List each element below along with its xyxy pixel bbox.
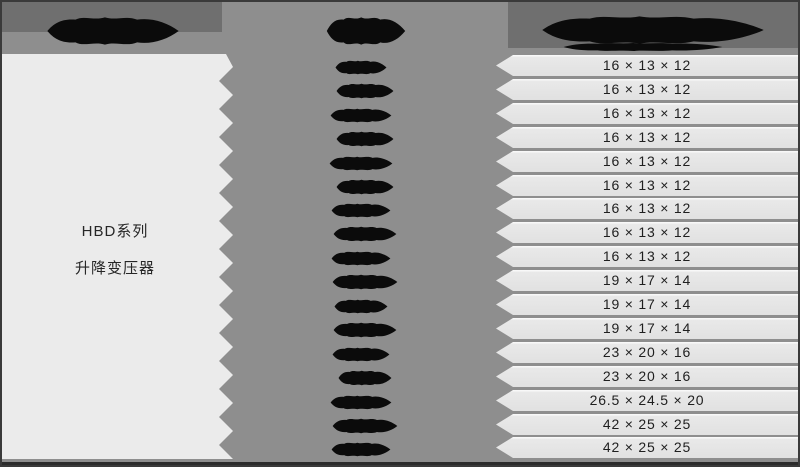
product-cell: HBD系列 升降变压器 (2, 220, 228, 278)
size-row: 16 × 13 × 12 (496, 198, 798, 219)
size-value: 19 × 17 × 14 (602, 320, 692, 336)
size-row: 16 × 13 × 12 (496, 246, 798, 267)
size-row: 19 × 17 × 14 (496, 318, 798, 339)
size-row: 16 × 13 × 12 (496, 79, 798, 100)
redaction-blob (332, 347, 390, 361)
redaction-blob (47, 17, 179, 45)
size-value: 16 × 13 × 12 (602, 105, 692, 121)
redaction-blob (329, 156, 393, 170)
size-row: 16 × 13 × 12 (496, 151, 798, 172)
size-row: 19 × 17 × 14 (496, 294, 798, 315)
size-value: 16 × 13 × 12 (602, 177, 692, 193)
product-series-label: HBD系列 (81, 223, 149, 240)
size-value: 16 × 13 × 12 (602, 57, 692, 73)
size-value: 16 × 13 × 12 (602, 81, 692, 97)
size-row: 23 × 20 × 16 (496, 366, 798, 387)
size-row: 16 × 13 × 12 (496, 175, 798, 196)
size-row: 16 × 13 × 12 (496, 55, 798, 76)
size-value: 16 × 13 × 12 (602, 129, 692, 145)
size-row: 19 × 17 × 14 (496, 270, 798, 291)
redaction-blob (336, 131, 394, 147)
product-name-label: 升降变压器 (74, 260, 155, 277)
redaction-blob (542, 16, 764, 44)
redaction-blob (333, 226, 397, 242)
redaction-blob (332, 418, 398, 434)
size-row: 42 × 25 × 25 (496, 437, 798, 458)
size-value: 42 × 25 × 25 (602, 416, 692, 432)
size-value: 23 × 20 × 16 (602, 344, 692, 360)
size-value: 42 × 25 × 25 (602, 439, 692, 455)
size-row: 23 × 20 × 16 (496, 342, 798, 363)
redaction-blob (338, 370, 392, 386)
size-row: 16 × 13 × 12 (496, 222, 798, 243)
size-value: 19 × 17 × 14 (602, 296, 692, 312)
size-value: 16 × 13 × 12 (602, 248, 692, 264)
redaction-blob (335, 60, 387, 74)
redaction-blob (333, 322, 397, 338)
size-row: 16 × 13 × 12 (496, 127, 798, 148)
redaction-blob (334, 299, 388, 313)
size-row: 42 × 25 × 25 (496, 414, 798, 435)
redaction-blob (331, 203, 391, 217)
product-panel (2, 54, 233, 459)
size-row: 26.5 × 24.5 × 20 (496, 390, 798, 411)
redaction-blob (336, 179, 394, 195)
redaction-blob (331, 251, 391, 265)
size-value: 23 × 20 × 16 (602, 368, 692, 384)
redaction-blob (332, 274, 398, 290)
size-value: 26.5 × 24.5 × 20 (589, 392, 705, 408)
size-value: 16 × 13 × 12 (602, 153, 692, 169)
redaction-blob (330, 108, 392, 122)
size-row: 16 × 13 × 12 (496, 103, 798, 124)
size-value: 16 × 13 × 12 (602, 224, 692, 240)
redaction-blob (331, 442, 391, 456)
redaction-blob (330, 395, 392, 409)
redaction-blob (326, 17, 406, 45)
redaction-blob (336, 83, 394, 99)
size-value: 19 × 17 × 14 (602, 272, 692, 288)
redaction-blob (563, 43, 723, 51)
size-value: 16 × 13 × 12 (602, 200, 692, 216)
